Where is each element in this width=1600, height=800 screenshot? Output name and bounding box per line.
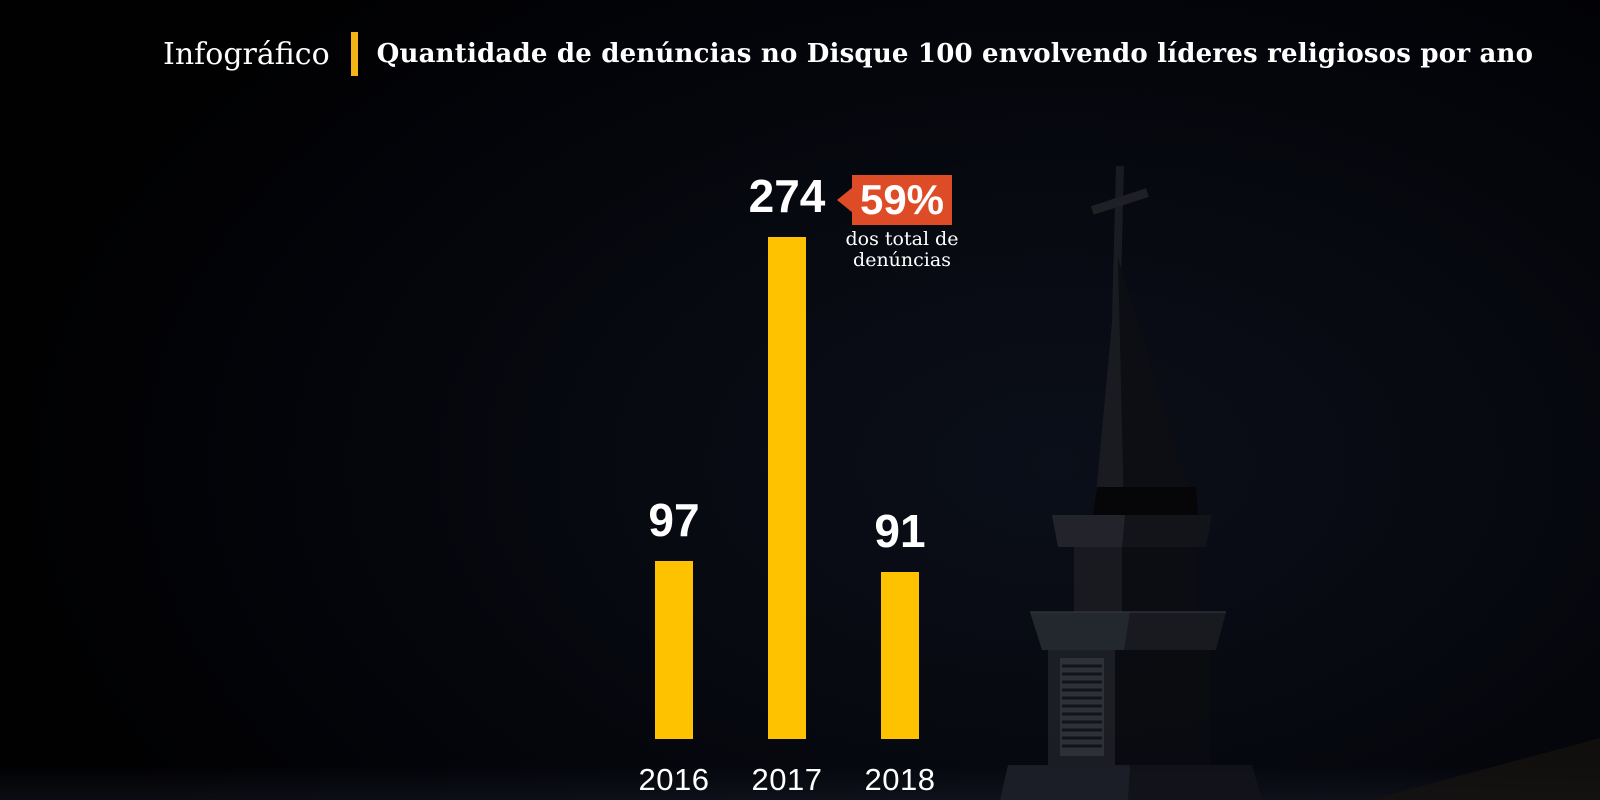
bar-2016 — [655, 561, 693, 739]
steeple-neck — [1052, 515, 1212, 612]
page-title: Quantidade de denúncias no Disque 100 en… — [376, 39, 1534, 69]
kicker-label: Infográfico — [163, 36, 330, 72]
year-label-2018: 2018 — [864, 762, 936, 797]
callout-caption: dos total de denúncias — [832, 229, 972, 271]
callout-percentage: 59% — [859, 176, 945, 223]
bar-value-label-2017: 274 — [748, 170, 826, 222]
roofline — [1370, 738, 1600, 800]
callout-caption-line2: denúncias — [853, 249, 951, 271]
steeple-spire — [1093, 258, 1198, 515]
louver-slats — [1062, 664, 1102, 748]
header-divider — [350, 32, 358, 76]
steeple-belfry — [1000, 611, 1262, 800]
bar-group-2016: 97 — [614, 497, 734, 739]
callout-caption-line1: dos total de — [845, 228, 959, 250]
bar-2018 — [881, 572, 919, 739]
bar-value-label-2016: 97 — [648, 494, 700, 546]
year-label-2016: 2016 — [638, 762, 710, 797]
arrow-left-icon — [837, 187, 853, 213]
bar-group-2018: 91 — [840, 508, 960, 739]
year-label-2017: 2017 — [751, 762, 823, 797]
bar-value-label-2018: 91 — [874, 505, 926, 557]
bar-2017 — [768, 237, 806, 739]
bar-group-2017: 274 — [727, 173, 847, 739]
cross-icon — [1090, 165, 1149, 319]
header: Infográfico Quantidade de denúncias no D… — [163, 26, 1533, 82]
callout-badge: 59% — [837, 175, 952, 225]
